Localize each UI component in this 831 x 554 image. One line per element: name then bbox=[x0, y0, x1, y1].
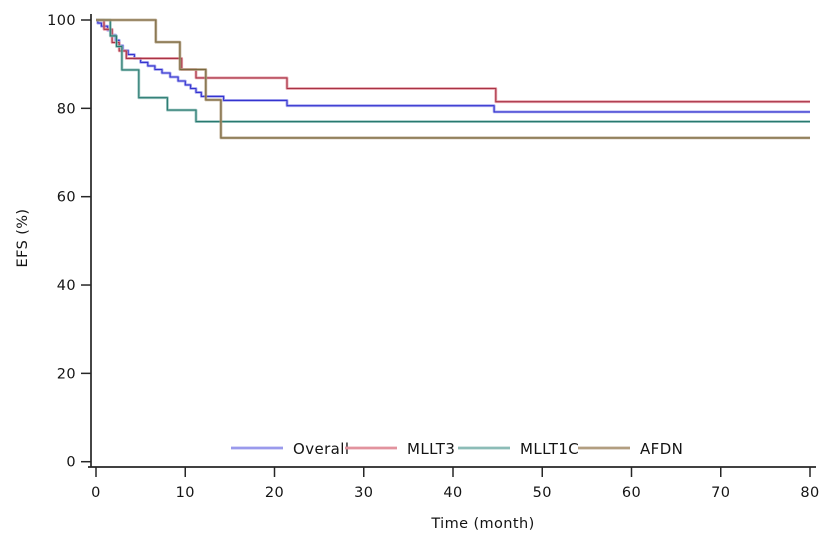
y-tick-label: 0 bbox=[66, 455, 76, 471]
legend-label-MLLT1C: MLLT1C bbox=[520, 440, 579, 458]
x-tick-label: 70 bbox=[711, 485, 730, 501]
x-ticks: 0 10 20 30 40 50 60 70 80 bbox=[91, 467, 819, 501]
series-lines bbox=[96, 18, 810, 140]
legend: Overall MLLT3 MLLT1C AFDN bbox=[231, 440, 683, 458]
series-line-halo-MLLT3 bbox=[96, 18, 810, 104]
x-tick-label: 10 bbox=[176, 485, 195, 501]
series-line-core-Overall bbox=[96, 19, 810, 113]
x-tick-label: 40 bbox=[443, 485, 462, 501]
y-tick-label: 40 bbox=[57, 278, 76, 294]
legend-label-AFDN: AFDN bbox=[640, 440, 683, 458]
x-tick-label: 60 bbox=[622, 485, 641, 501]
x-tick-label: 30 bbox=[354, 485, 373, 501]
x-tick-label: 80 bbox=[800, 485, 819, 501]
y-tick-label: 100 bbox=[47, 13, 76, 29]
y-axis-title: EFS (%) bbox=[15, 209, 31, 268]
y-tick-label: 60 bbox=[57, 190, 76, 206]
x-tick-label: 20 bbox=[265, 485, 284, 501]
y-ticks: 0 20 40 60 80 100 bbox=[47, 13, 91, 471]
x-tick-label: 50 bbox=[533, 485, 552, 501]
legend-item: AFDN bbox=[578, 440, 683, 458]
series-line-core-AFDN bbox=[96, 19, 810, 139]
legend-item: MLLT1C bbox=[458, 440, 579, 458]
y-tick-label: 20 bbox=[57, 366, 76, 382]
x-tick-label: 0 bbox=[91, 485, 101, 501]
series-line-halo-Overall bbox=[96, 18, 810, 114]
y-tick-label: 80 bbox=[57, 101, 76, 117]
series-line-core-MLLT1C bbox=[96, 19, 810, 123]
axes bbox=[88, 14, 816, 468]
x-axis-title: Time (month) bbox=[430, 516, 534, 532]
legend-label-MLLT3: MLLT3 bbox=[407, 440, 455, 458]
legend-label-Overall: Overall bbox=[293, 440, 349, 458]
legend-item: MLLT3 bbox=[345, 440, 455, 458]
legend-item: Overall bbox=[231, 440, 349, 458]
